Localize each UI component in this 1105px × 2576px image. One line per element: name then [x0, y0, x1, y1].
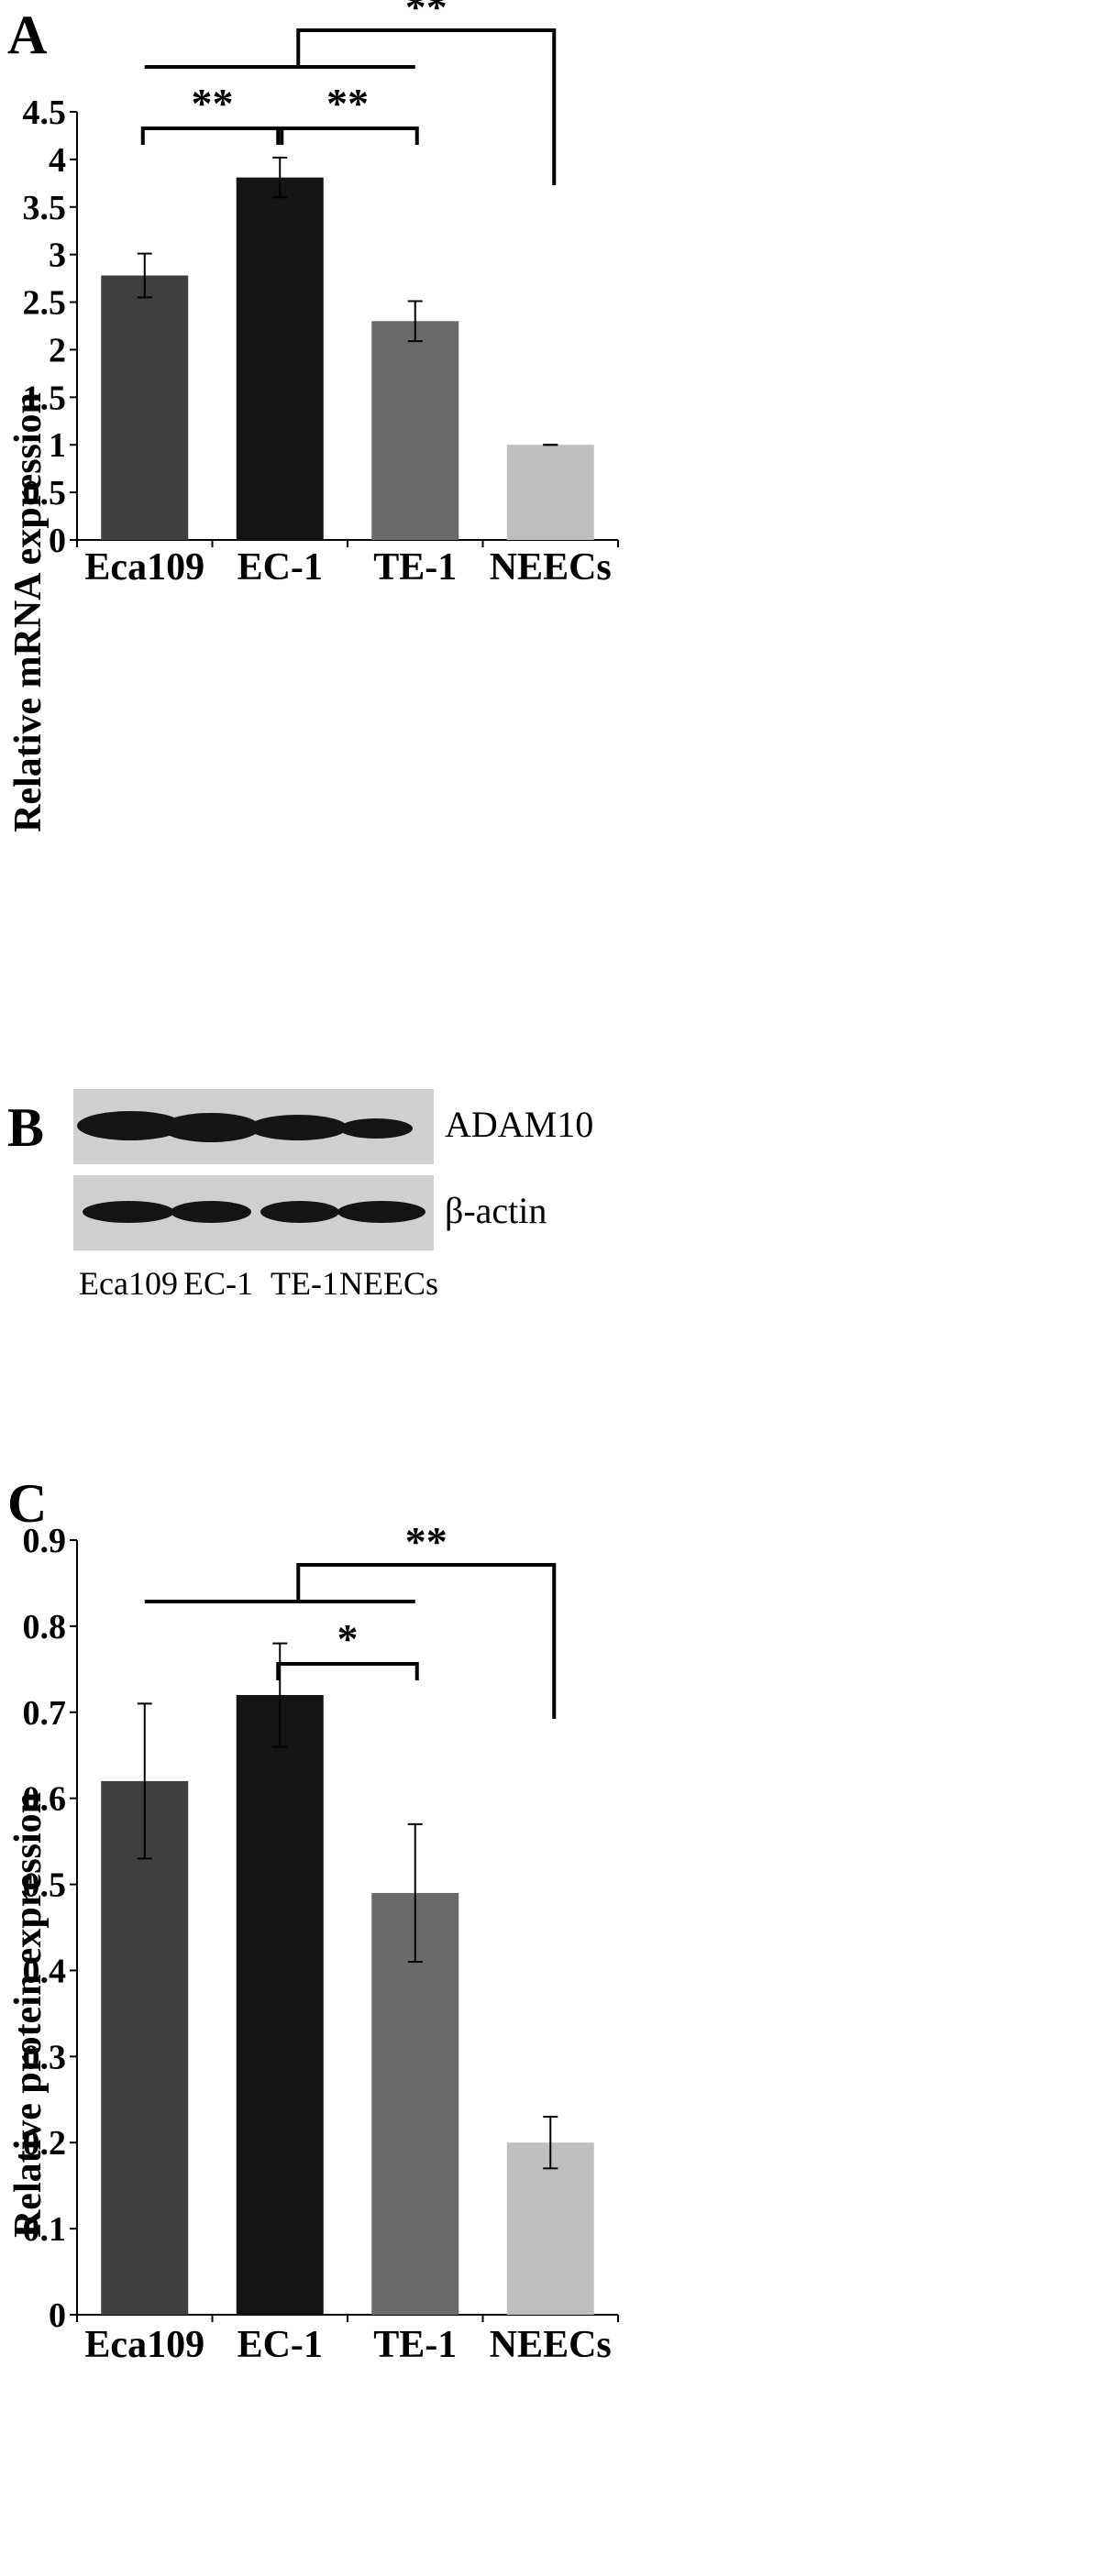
- y-tick-label: 0: [49, 2296, 66, 2335]
- y-tick-label: 4: [49, 141, 66, 180]
- significance-bracket: [296, 1563, 557, 1719]
- y-tick-label: 1.5: [23, 379, 67, 417]
- blot-label-beta-actin: β-actin: [445, 1190, 547, 1231]
- error-bars: [137, 156, 558, 446]
- y-tick-label: 0.1: [23, 2210, 67, 2249]
- panel-b-western-blot: B ADAM10 β-actin Eca109 EC-1 TE-1 NEECs: [7, 1089, 593, 1302]
- beta-actin-bands: [83, 1201, 425, 1223]
- significance-label: **: [326, 80, 369, 127]
- significance-label: **: [405, 0, 448, 30]
- y-tick-label: 0.3: [23, 2038, 67, 2076]
- lane-label: Eca109: [79, 1265, 178, 1302]
- adam10-bands: [77, 1111, 413, 1142]
- bar-te-1: [371, 321, 459, 540]
- error-bars: [137, 1642, 558, 2170]
- band: [260, 1201, 339, 1223]
- lane-label: NEECs: [339, 1265, 438, 1302]
- x-tick-label: TE-1: [373, 546, 457, 589]
- band: [337, 1201, 425, 1223]
- bars: [101, 177, 594, 540]
- x-tick-label: TE-1: [373, 2324, 457, 2366]
- x-tick-label: NEECs: [490, 546, 612, 589]
- significance-bracket: [296, 28, 557, 185]
- panel-b-letter: B: [7, 1097, 44, 1158]
- bar-neecs: [506, 2142, 594, 2315]
- bar-ec-1: [236, 1695, 324, 2315]
- axes: 0 0.5 1 1.5 2 2.5 3 3.5 4 4.5 Eca109 EC-1 TE-1 NEECs: [23, 94, 619, 589]
- x-tick-label: NEECs: [490, 2324, 612, 2366]
- y-tick-label: 3: [49, 237, 66, 275]
- y-tick-label: 0.6: [23, 1780, 67, 1819]
- y-axis-label: Relative protein expression: [7, 1792, 50, 2238]
- band: [161, 1113, 260, 1142]
- y-tick-label: 0.5: [23, 474, 67, 512]
- bar-eca109: [101, 1780, 189, 2315]
- bar-ec-1: [236, 177, 324, 540]
- y-tick-label: 0.9: [23, 1522, 67, 1560]
- y-tick-label: 0.5: [23, 1866, 67, 1905]
- band: [171, 1201, 251, 1223]
- significance-label: *: [337, 1615, 359, 1662]
- significance-label: **: [192, 80, 234, 127]
- bar-neecs: [506, 445, 594, 540]
- significance-label: **: [405, 1518, 448, 1565]
- y-tick-label: 1: [49, 426, 66, 465]
- significance-bracket: [140, 127, 284, 145]
- y-tick-label: 2.5: [23, 284, 67, 323]
- band: [83, 1201, 174, 1223]
- significance-bracket: [276, 1662, 419, 1680]
- y-tick-label: 2: [49, 331, 66, 369]
- lane-label: EC-1: [183, 1265, 253, 1302]
- y-tick-label: 0.4: [23, 1952, 67, 1990]
- y-tick-label: 0: [49, 522, 66, 560]
- y-tick-label: 4.5: [23, 94, 67, 132]
- significance-bracket: [276, 127, 419, 145]
- y-axis-label: Relative mRNA expression: [7, 392, 50, 832]
- band: [339, 1118, 413, 1139]
- band: [77, 1111, 183, 1140]
- bar-te-1: [371, 1892, 459, 2315]
- panel-c-protein-chart: C Relative protein expression 0 0.1 0.2 0.3…: [7, 1473, 619, 2366]
- bars: [101, 1695, 594, 2315]
- bar-eca109: [101, 275, 189, 540]
- y-tick-label: 0.8: [23, 1608, 67, 1646]
- axes: 0 0.1 0.2 0.3 0.4 0.5 0.6 0.7 0.8 0.9 Eca109 EC-1 TE…: [23, 1522, 619, 2366]
- panel-c-letter: C: [7, 1473, 47, 1534]
- x-tick-label: EC-1: [238, 2324, 323, 2366]
- significance-annotations: ***: [144, 1518, 557, 1719]
- panel-a-letter: A: [7, 5, 47, 65]
- band: [249, 1115, 348, 1140]
- y-tick-label: 3.5: [23, 189, 67, 227]
- blot-label-adam10: ADAM10: [445, 1104, 593, 1145]
- panel-a-mrna-chart: A Relative mRNA expression 0 0.5 1 1.5 2 2.5 3…: [7, 0, 619, 832]
- lane-label: TE-1: [271, 1265, 338, 1302]
- x-tick-label: Eca109: [84, 2324, 204, 2366]
- significance-annotations: ** ** **: [140, 0, 557, 185]
- y-tick-label: 0.2: [23, 2124, 67, 2163]
- y-tick-label: 0.7: [23, 1694, 67, 1733]
- x-tick-label: Eca109: [84, 546, 204, 589]
- x-tick-label: EC-1: [238, 546, 323, 589]
